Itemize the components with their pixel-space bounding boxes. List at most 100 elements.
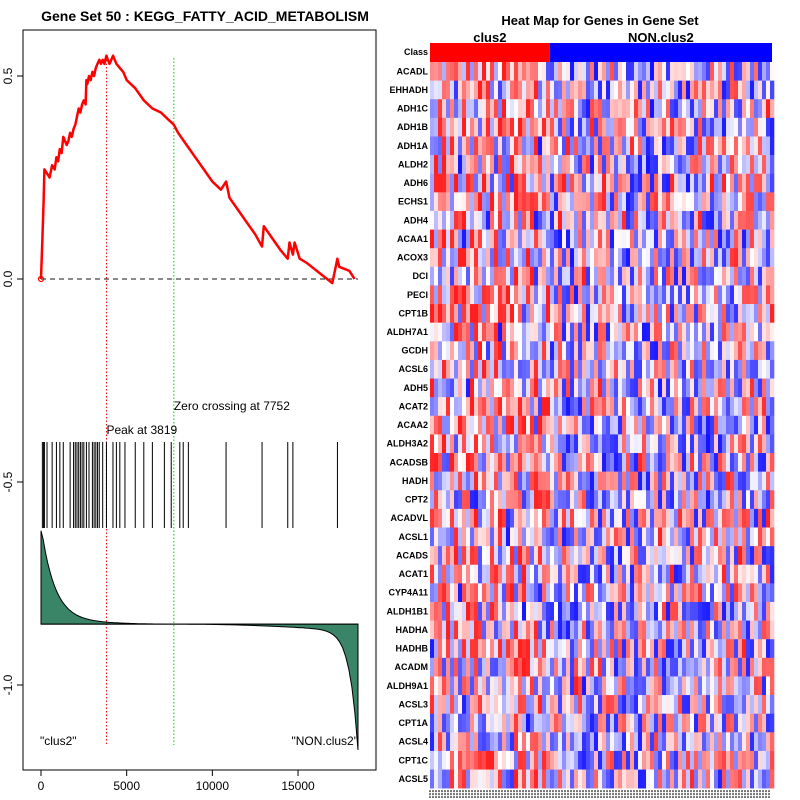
heat-cell [570, 322, 575, 342]
heat-cell [678, 397, 683, 417]
heat-cell [574, 657, 579, 677]
heat-cell [594, 769, 599, 789]
heat-cell [670, 359, 675, 379]
heat-cell [478, 99, 483, 119]
heat-cell [454, 285, 459, 305]
heat-cell [686, 210, 691, 230]
heat-cell [726, 490, 731, 510]
heat-cell [750, 285, 755, 305]
heat-cell [558, 695, 563, 714]
heat-cell [766, 378, 771, 398]
heat-cell [474, 397, 479, 417]
heat-cell [750, 434, 755, 454]
heat-cell [586, 99, 591, 119]
heat-cell [650, 750, 655, 770]
heat-cell [622, 266, 627, 286]
heat-cell [530, 210, 535, 230]
heat-cell [654, 99, 659, 119]
heat-cell [614, 341, 619, 361]
heat-cell [542, 99, 547, 119]
heat-cell [438, 769, 443, 789]
y-axis: 0.50.0-0.5-1.0 [1, 67, 23, 695]
gene-label: ADH1C [397, 104, 429, 114]
heat-cell [514, 99, 519, 119]
heat-cell [510, 304, 515, 323]
heat-cell [554, 173, 559, 193]
heat-cell [498, 285, 503, 305]
heat-cell [466, 99, 471, 119]
heat-cell [666, 210, 671, 230]
heat-cell [698, 192, 703, 212]
heat-cell [562, 248, 567, 268]
heat-cell [590, 769, 595, 789]
heat-cell [442, 155, 447, 175]
heat-cell [554, 434, 559, 454]
heat-cell [690, 750, 695, 770]
heat-cell [434, 359, 439, 379]
heat-cell [682, 117, 687, 137]
heat-cell [466, 248, 471, 268]
heat-cell [646, 527, 651, 547]
heat-cell [738, 99, 743, 119]
heat-cell [538, 304, 543, 323]
heat-cell [590, 210, 595, 230]
heat-cell [526, 378, 531, 398]
heat-cell [442, 322, 447, 342]
heat-cell [734, 564, 739, 584]
heat-cell [578, 527, 583, 547]
heat-cell [490, 490, 495, 510]
heat-cell [650, 564, 655, 584]
heat-cell [594, 99, 599, 119]
heat-cell [610, 601, 615, 621]
gene-label: CYP4A11 [388, 588, 428, 598]
heat-cell [522, 769, 527, 789]
heat-cell [654, 210, 659, 230]
heat-cell [462, 713, 467, 733]
heat-cell [542, 136, 547, 156]
heat-cell [518, 117, 523, 137]
heat-cell [638, 601, 643, 621]
heat-cell [582, 620, 587, 640]
heat-cell [638, 583, 643, 603]
heat-cell [506, 620, 511, 640]
heat-cell [594, 453, 599, 472]
heat-cell [462, 155, 467, 175]
heat-cell [666, 695, 671, 714]
heat-cell [482, 546, 487, 566]
heat-cell [526, 769, 531, 789]
heat-cell [742, 695, 747, 714]
heat-cell [586, 508, 591, 528]
heat-cell [594, 546, 599, 566]
heat-cell [646, 397, 651, 417]
heat-cell [662, 378, 667, 398]
heat-cell [534, 769, 539, 789]
heat-cell [490, 695, 495, 714]
heat-cell [550, 229, 555, 249]
heat-cell [486, 229, 491, 249]
heat-cell [470, 639, 475, 659]
heat-cell [510, 676, 515, 696]
heat-cell [642, 639, 647, 659]
heat-cell [674, 80, 679, 100]
heat-cell [718, 639, 723, 659]
heat-cell [674, 341, 679, 361]
heat-cell [758, 136, 763, 156]
heat-cell [666, 676, 671, 696]
heat-cell [582, 713, 587, 733]
heat-cell [574, 210, 579, 230]
gene-label: HADH [402, 476, 428, 486]
heat-cell [630, 695, 635, 714]
heat-cell [702, 564, 707, 584]
heat-cell [566, 601, 571, 621]
heat-cell [590, 453, 595, 472]
heat-cell [510, 99, 515, 119]
heat-cell [582, 397, 587, 417]
heat-cell [494, 415, 499, 435]
heat-cell [762, 359, 767, 379]
heat-cell [542, 192, 547, 212]
heat-cell [602, 155, 607, 175]
heat-cell [558, 229, 563, 249]
heat-cell [614, 639, 619, 659]
heat-cell [602, 601, 607, 621]
heat-cell [686, 266, 691, 286]
